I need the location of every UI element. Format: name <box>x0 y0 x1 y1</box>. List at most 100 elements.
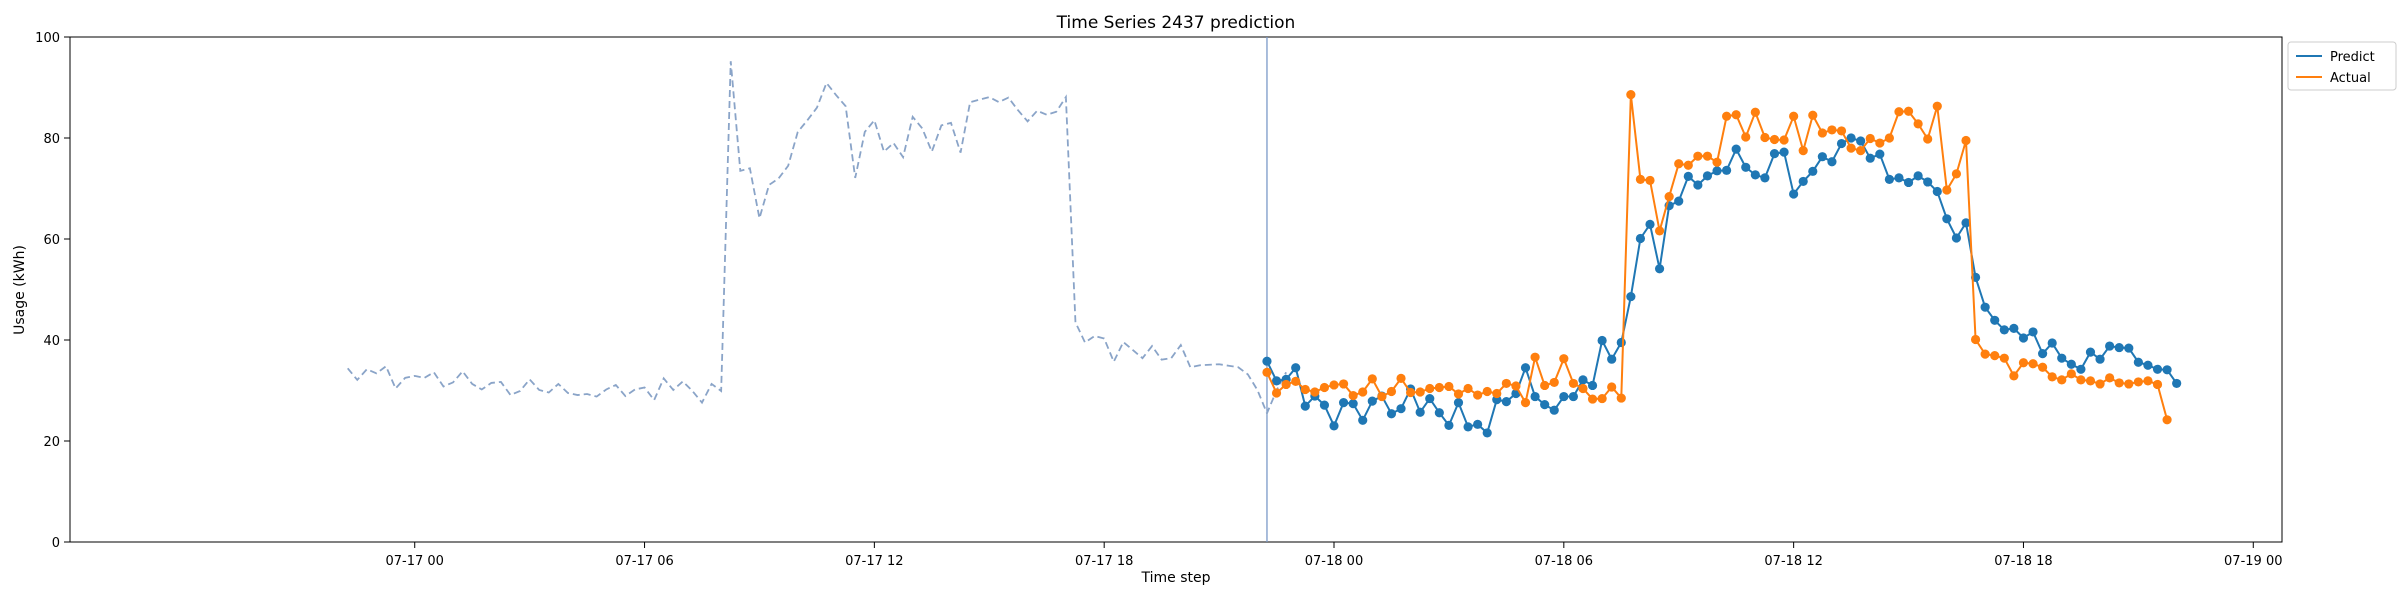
actual-point <box>1425 383 1435 394</box>
predict-point <box>1702 171 1713 181</box>
actual-point <box>2047 372 2057 382</box>
predict-point <box>1568 391 1578 402</box>
predict-point <box>1520 363 1531 373</box>
actual-point <box>1271 388 1282 398</box>
predict-point <box>1386 409 1397 419</box>
predict-point <box>2066 359 2076 369</box>
actual-point <box>2162 415 2172 425</box>
predict-point <box>2038 349 2048 359</box>
plot-area <box>69 36 2283 543</box>
history-line <box>347 61 1287 416</box>
actual-point <box>1903 106 1914 116</box>
predict-point <box>1540 400 1550 410</box>
actual-point <box>1482 386 1492 397</box>
actual-point <box>1319 382 1330 393</box>
predict-point <box>2018 333 2029 343</box>
actual-point <box>1607 382 1617 392</box>
predict-point <box>1722 165 1732 175</box>
actual-point <box>1367 374 1377 384</box>
actual-point <box>1329 380 1339 390</box>
predict-point <box>1530 391 1540 402</box>
actual-point <box>1980 349 1990 359</box>
predict-point <box>2095 354 2105 364</box>
actual-point <box>1338 379 1349 389</box>
actual-point <box>1540 380 1550 391</box>
actual-point <box>1779 135 1789 145</box>
actual-point <box>1951 169 1962 179</box>
predict-point <box>1607 354 1617 364</box>
actual-point <box>1865 133 1875 144</box>
actual-point <box>1741 132 1751 142</box>
actual-point <box>1769 134 1780 145</box>
actual-point <box>2057 375 2067 385</box>
predict-point <box>2133 357 2143 367</box>
predict-point <box>1980 302 1990 312</box>
actual-point <box>1856 146 1866 156</box>
predict-point <box>1750 170 1760 180</box>
predict-point <box>1425 393 1435 404</box>
actual-point <box>1453 389 1464 399</box>
predict-point <box>1271 376 1282 386</box>
x-tick-label: 07-17 06 <box>615 554 673 569</box>
actual-point <box>1875 138 1885 148</box>
legend: Predict Actual <box>2287 41 2397 91</box>
predict-point <box>1903 177 1914 188</box>
actual-point <box>1406 387 1416 398</box>
actual-point <box>1501 378 1511 389</box>
y-tick-label: 20 <box>43 435 60 450</box>
y-tick-label: 60 <box>43 233 60 248</box>
predict-point <box>1444 420 1454 430</box>
actual-point <box>1377 391 1387 402</box>
y-axis-label: Usage (kWh) <box>12 245 28 335</box>
actual-point <box>1789 111 1799 121</box>
predict-point <box>1808 166 1818 176</box>
predict-point <box>2028 327 2038 337</box>
predict-point <box>1875 149 1885 159</box>
y-tick-label: 100 <box>35 31 60 46</box>
predict-point <box>1932 186 1942 197</box>
actual-point <box>2095 379 2105 389</box>
actual-point <box>1597 393 1607 404</box>
actual-point <box>1396 373 1406 383</box>
x-tick-label: 07-17 12 <box>845 554 903 569</box>
actual-point <box>1415 387 1425 397</box>
predict-point <box>1856 136 1866 146</box>
predict-point <box>1760 173 1770 183</box>
actual-point <box>2114 378 2124 388</box>
predict-point <box>1789 189 1799 199</box>
actual-point <box>1999 353 2009 363</box>
actual-point <box>1463 383 1473 394</box>
actual-point <box>1750 107 1760 117</box>
actual-point <box>2076 375 2086 385</box>
actual-point <box>1262 367 1272 377</box>
actual-point <box>1616 393 1626 403</box>
predict-point <box>1597 335 1607 346</box>
predict-point <box>1587 380 1598 391</box>
predict-point <box>1693 180 1703 190</box>
predict-point <box>2124 343 2134 353</box>
actual-point <box>1932 101 1942 111</box>
actual-point <box>1587 394 1598 404</box>
predict-point <box>1300 401 1310 411</box>
predict-point <box>1415 407 1425 417</box>
y-tick-label: 40 <box>43 334 60 349</box>
actual-point <box>2018 358 2029 368</box>
predict-point <box>1779 147 1789 157</box>
y-tick-label: 80 <box>43 132 60 147</box>
actual-point <box>2143 376 2153 386</box>
actual-point <box>2028 359 2038 369</box>
actual-point <box>1578 383 1588 394</box>
x-tick-label: 07-19 00 <box>2224 554 2282 569</box>
predict-point <box>1731 144 1741 154</box>
predict-point <box>2143 360 2153 370</box>
actual-point <box>2152 379 2163 390</box>
predict-point <box>1836 138 1847 149</box>
actual-point <box>1683 160 1693 170</box>
actual-point <box>1568 378 1578 389</box>
actual-point <box>1722 111 1732 121</box>
actual-point <box>1942 185 1952 195</box>
actual-point <box>1961 135 1971 146</box>
actual-point <box>1511 381 1521 391</box>
actual-point <box>1386 386 1397 397</box>
predict-point <box>1817 152 1827 162</box>
